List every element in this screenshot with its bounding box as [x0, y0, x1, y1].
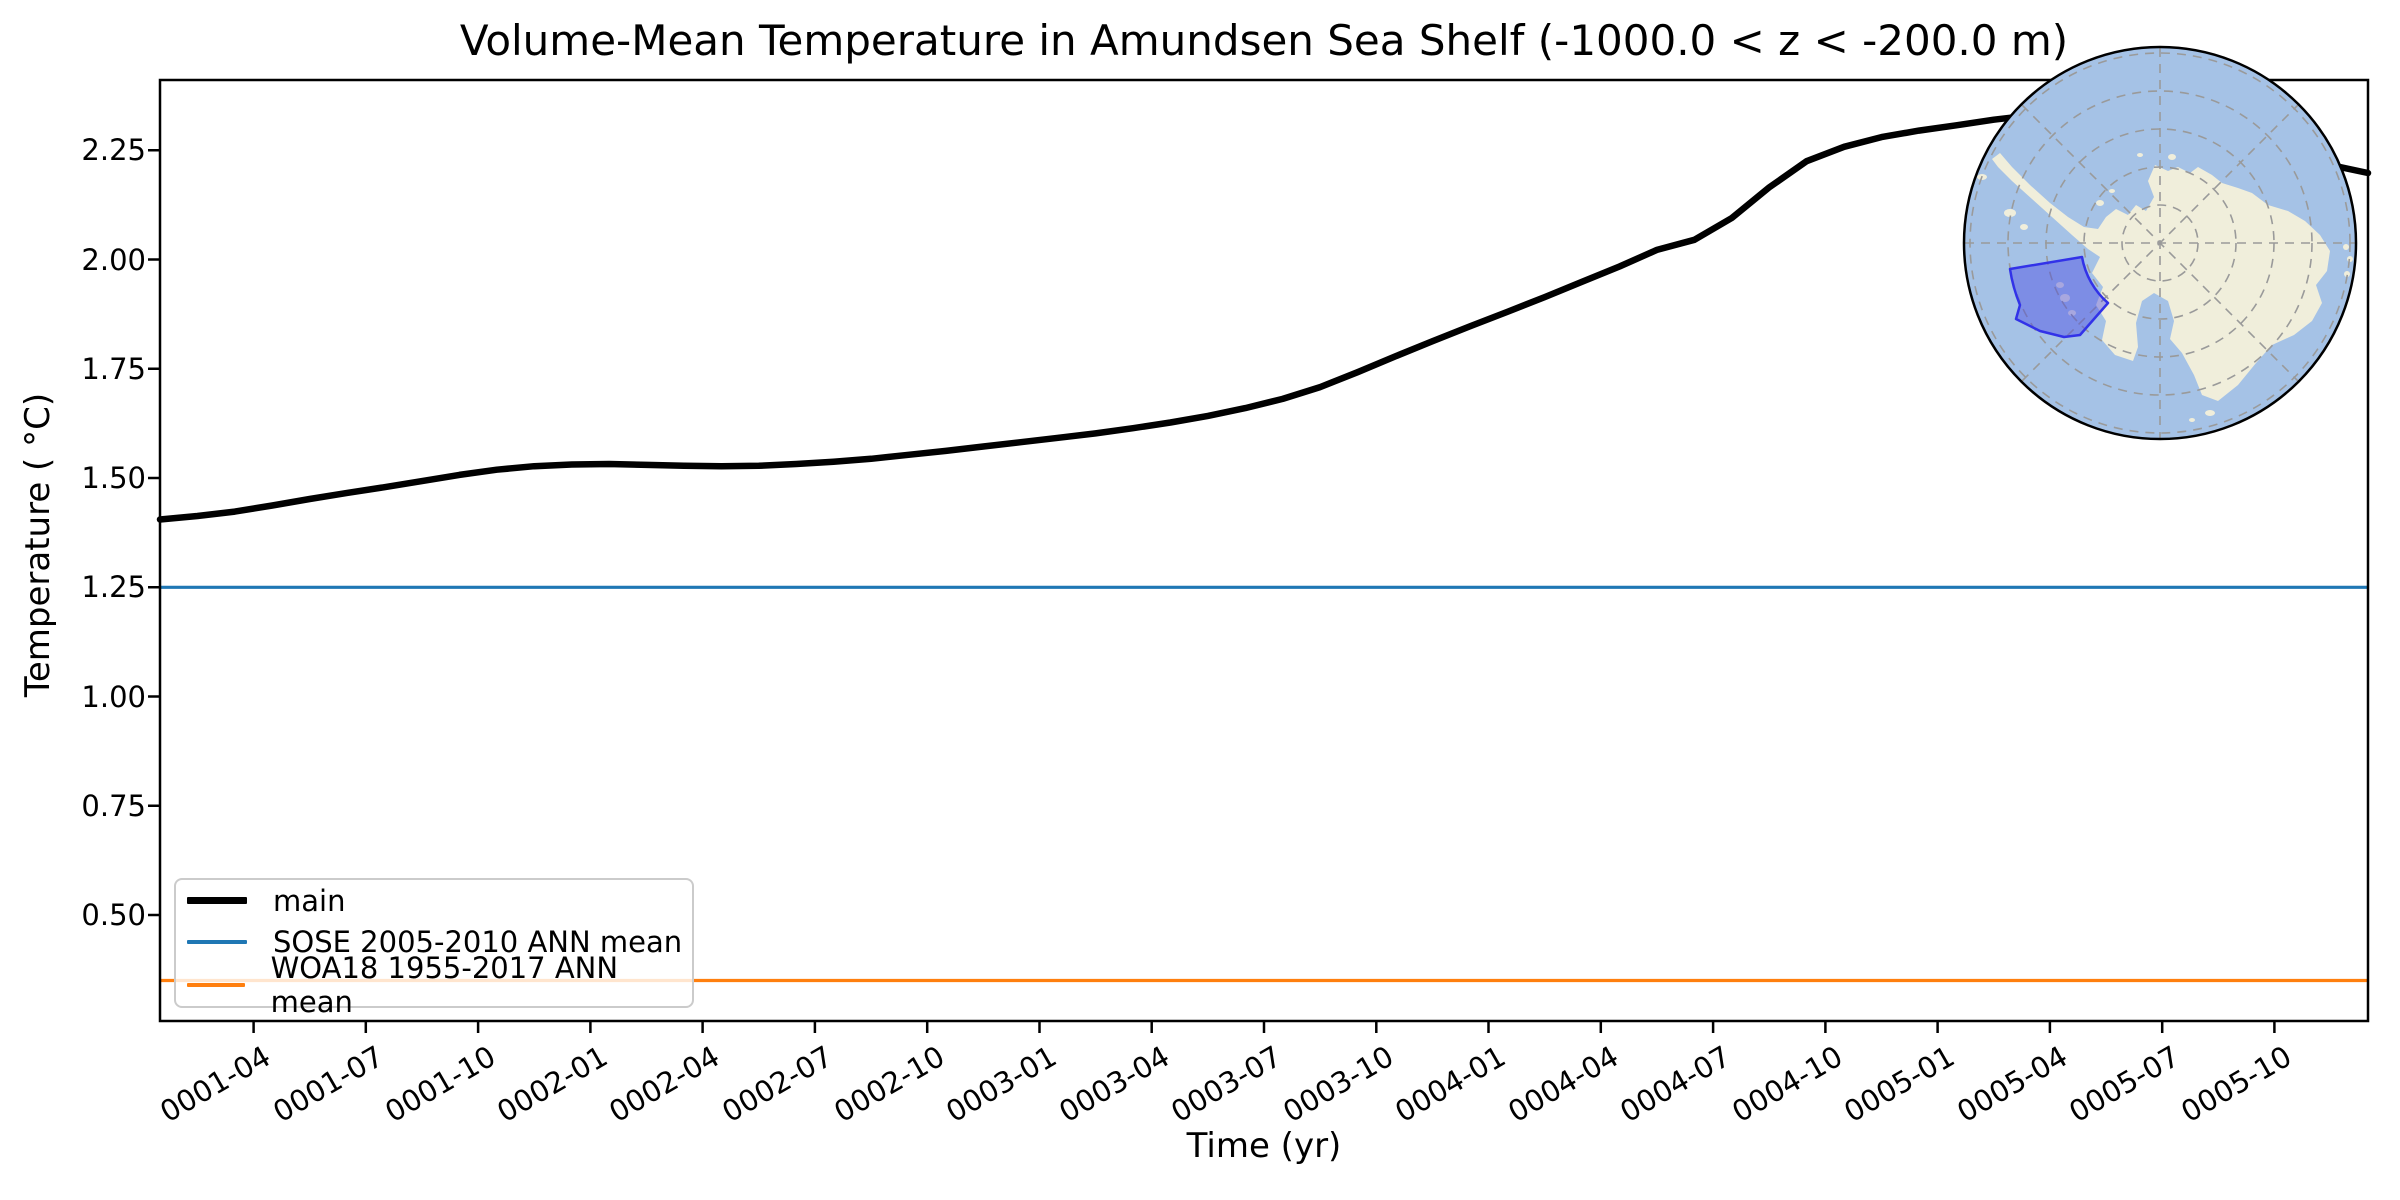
ytick-label: 0.75	[81, 788, 146, 823]
ytick-label: 1.25	[81, 570, 146, 605]
ytick-label: 1.00	[81, 679, 146, 714]
antarctica-landmass	[1977, 153, 2353, 422]
legend-label: SOSE 2005-2010 ANN mean	[273, 925, 683, 960]
legend-label: main	[273, 883, 346, 918]
ytick-label: 2.25	[81, 133, 146, 168]
ytick-label: 1.75	[81, 351, 146, 386]
legend-line-swatch	[187, 897, 247, 905]
south-polar-map	[1962, 45, 2358, 441]
legend-row: SOSE 2005-2010 ANN mean	[176, 922, 692, 964]
map-graticule	[1965, 48, 2355, 438]
legend-label: WOA18 1955-2017 ANN mean	[270, 950, 619, 1019]
ytick-label: 0.50	[81, 898, 146, 932]
axis-ticks	[148, 149, 2276, 1033]
map-border	[1962, 45, 2358, 441]
x-axis-label: Time (yr)	[1186, 1126, 1342, 1166]
ytick-label: 2.00	[81, 242, 146, 277]
legend-line-swatch	[187, 940, 247, 945]
main-temperature-curve	[156, 109, 2372, 523]
legend: main SOSE 2005-2010 ANN mean WOA18 1955-20…	[174, 878, 694, 1019]
legend-row: main	[176, 880, 692, 922]
antarctica-map-inset	[1962, 45, 2358, 441]
legend-line-swatch	[187, 982, 245, 987]
y-axis-label: Temperature ( °C)	[18, 392, 58, 698]
highlighted-region-amundsen	[2008, 255, 2110, 339]
legend-row: WOA18 1955-2017 ANN mean	[176, 951, 692, 1019]
ytick-label: 1.50	[81, 461, 146, 495]
chart-title: Volume-Mean Temperature in Amundsen Sea …	[459, 16, 2069, 65]
